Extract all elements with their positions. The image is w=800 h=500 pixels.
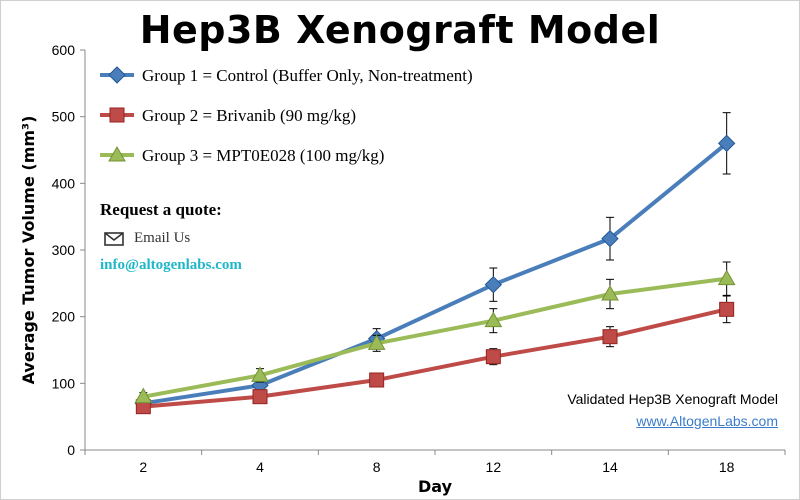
x-tick-label: 2 <box>139 459 147 475</box>
series-line-3 <box>142 276 727 399</box>
y-tick-label: 200 <box>52 309 76 325</box>
email-us-label: Email Us <box>134 230 191 246</box>
legend-marker <box>108 66 126 84</box>
data-point-group-3 <box>367 334 386 350</box>
y-tick-label: 100 <box>52 375 76 391</box>
legend-label: Group 3 = MPT0E028 (100 mg/kg) <box>142 146 384 165</box>
data-point-group-2 <box>719 301 735 317</box>
data-point-group-3 <box>251 366 269 382</box>
data-point-group-3 <box>601 284 619 301</box>
legend-label: Group 2 = Brivanib (90 mg/kg) <box>142 106 356 125</box>
y-tick-label: 400 <box>52 175 76 191</box>
y-tick-label: 500 <box>52 109 76 125</box>
data-point-group-1 <box>484 275 503 294</box>
legend-marker <box>108 145 126 162</box>
legend-marker <box>109 107 125 123</box>
website-link[interactable]: www.AltogenLabs.com <box>636 413 778 429</box>
y-tick-label: 0 <box>67 442 75 458</box>
x-tick-label: 4 <box>256 459 264 475</box>
y-tick-label: 300 <box>52 242 76 258</box>
x-axis-label: Day <box>418 477 453 496</box>
y-axis-label: Average Tumor Volume (mm³) <box>19 116 38 385</box>
data-point-group-2 <box>369 372 385 388</box>
x-tick-label: 8 <box>373 459 381 475</box>
data-point-group-1 <box>601 229 619 248</box>
validated-model-text: Validated Hep3B Xenograft Model <box>567 391 778 407</box>
legend-label: Group 1 = Control (Buffer Only, Non-trea… <box>142 66 473 85</box>
y-tick-label: 600 <box>52 42 76 58</box>
data-point-group-3 <box>134 387 153 404</box>
x-tick-label: 12 <box>486 459 502 475</box>
data-point-group-1 <box>717 134 736 153</box>
x-tick-label: 14 <box>602 459 618 475</box>
data-point-group-2 <box>252 389 268 405</box>
data-point-group-2 <box>485 349 501 365</box>
email-us-link[interactable]: Email Us <box>104 230 190 247</box>
x-tick-label: 18 <box>719 459 735 475</box>
envelope-icon <box>104 231 124 246</box>
email-address-link[interactable]: info@altogenlabs.com <box>100 257 242 273</box>
series-line-2 <box>143 307 728 409</box>
request-quote-heading: Request a quote: <box>100 200 222 219</box>
chart-title: Hep3B Xenograft Model <box>139 8 661 52</box>
data-point-group-2 <box>602 329 618 345</box>
series-line-1 <box>143 141 728 406</box>
data-point-group-3 <box>717 269 736 286</box>
data-point-group-3 <box>484 311 503 328</box>
